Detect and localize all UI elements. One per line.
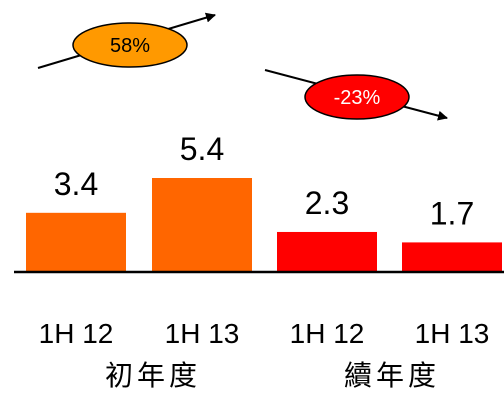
value-labels-layer: 3.4 5.4 2.3 1.7 bbox=[54, 131, 474, 231]
category-label-1: 1H 12 bbox=[39, 318, 114, 349]
change-label-1: 58% bbox=[110, 35, 150, 57]
bar-1 bbox=[26, 212, 126, 272]
category-labels-layer: 1H 12 1H 13 1H 12 1H 13 bbox=[39, 318, 490, 349]
value-label-1: 3.4 bbox=[54, 166, 98, 202]
bar-4 bbox=[402, 242, 502, 272]
value-label-2: 5.4 bbox=[180, 131, 224, 167]
category-label-2: 1H 13 bbox=[165, 318, 240, 349]
category-label-4: 1H 13 bbox=[415, 318, 490, 349]
group-label-1: 初年度 bbox=[105, 359, 201, 392]
bar-2 bbox=[152, 178, 252, 272]
change-badge-2 bbox=[304, 74, 410, 120]
value-label-3: 2.3 bbox=[305, 185, 349, 221]
category-label-3: 1H 12 bbox=[290, 318, 365, 349]
change-label-2: -23% bbox=[334, 87, 381, 109]
value-label-4: 1.7 bbox=[430, 195, 474, 231]
change-badge-1 bbox=[72, 22, 188, 68]
bars-layer bbox=[26, 178, 502, 272]
group-label-2: 續年度 bbox=[344, 359, 440, 392]
bar-3 bbox=[277, 231, 377, 272]
